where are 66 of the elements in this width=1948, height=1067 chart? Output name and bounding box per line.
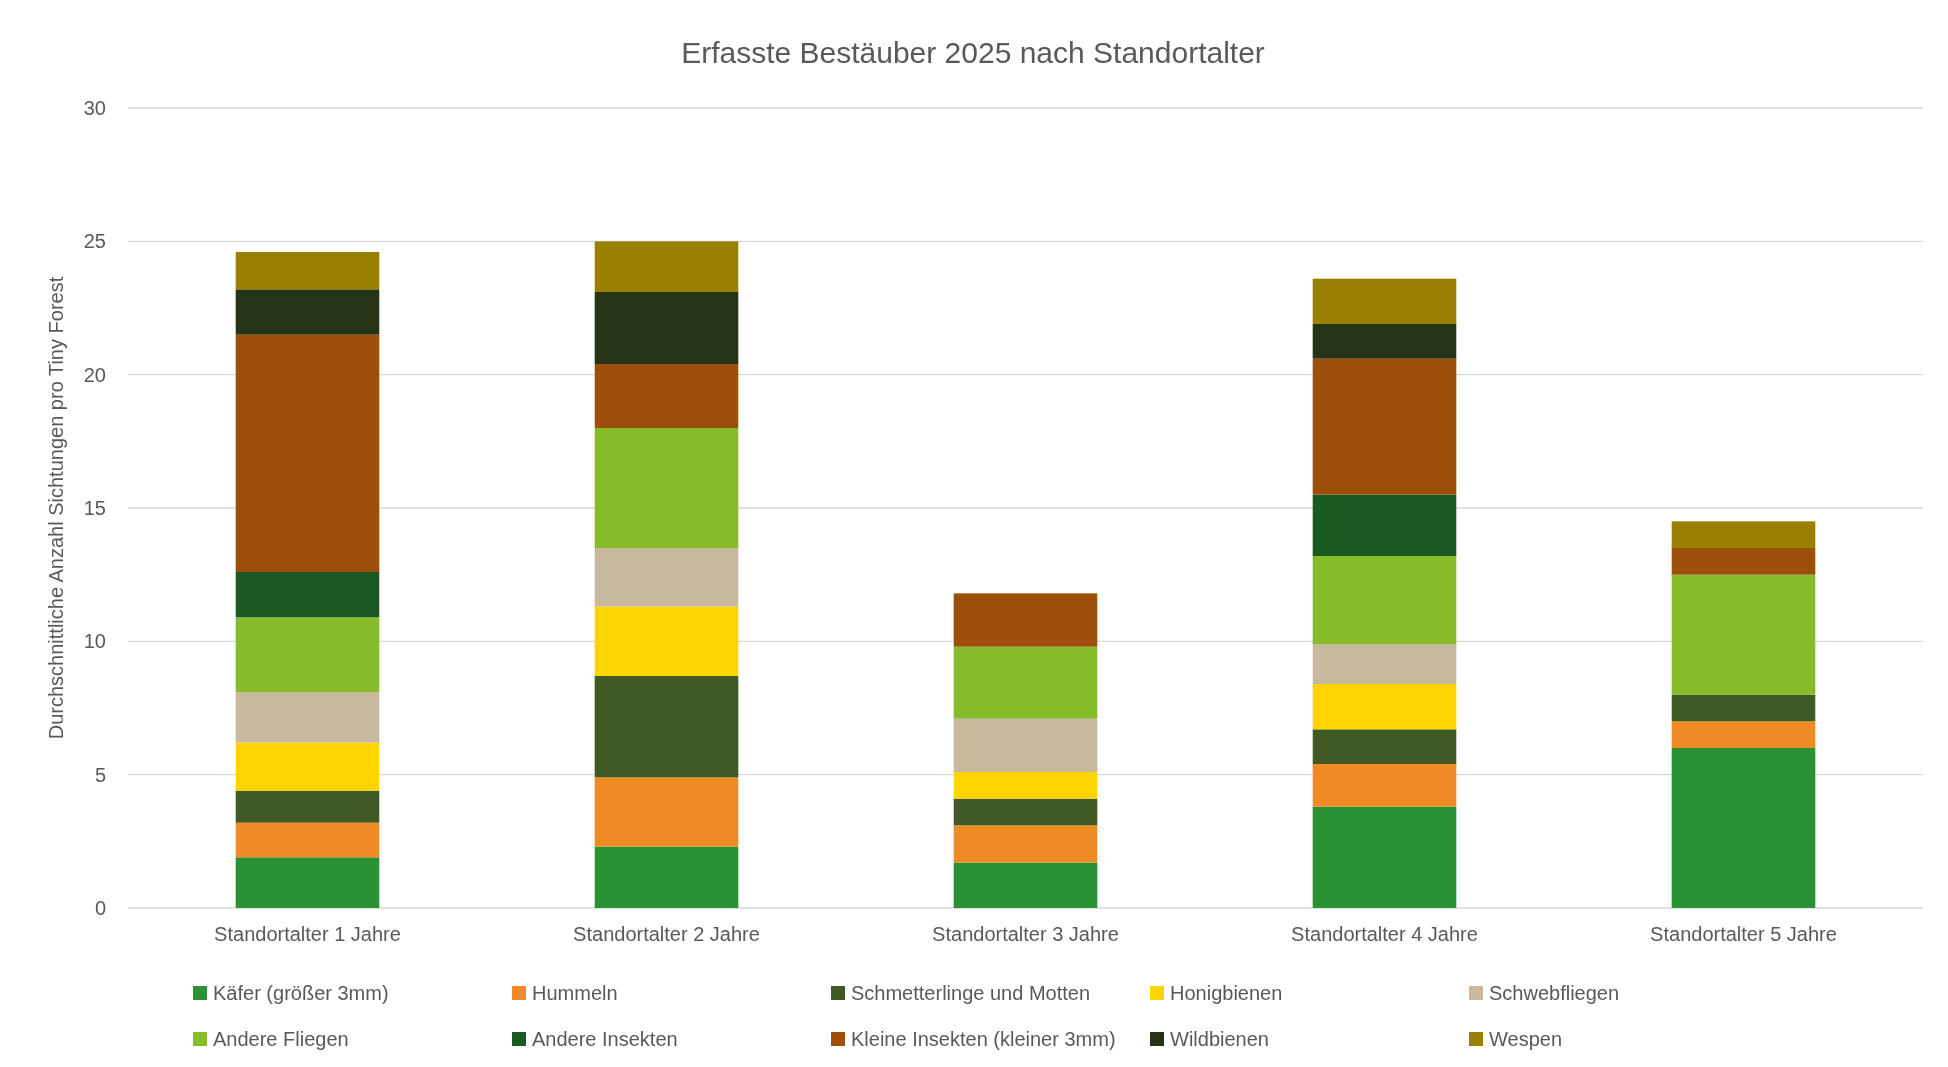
bar <box>594 846 739 908</box>
bar <box>235 790 380 823</box>
x-tick-label: Standortalter 2 Jahre <box>573 923 760 945</box>
y-tick-label: 25 <box>83 230 106 253</box>
y-tick-label: 20 <box>83 363 106 386</box>
bar <box>1312 556 1457 644</box>
legend-label: Hummeln <box>532 982 618 1004</box>
legend-label: Andere Insekten <box>532 1028 678 1050</box>
bar <box>953 862 1098 908</box>
bar <box>953 593 1098 647</box>
y-tick-label: 15 <box>83 497 106 519</box>
x-tick-label: Standortalter 4 Jahre <box>1291 923 1478 945</box>
bar <box>1312 729 1457 764</box>
bar <box>1312 806 1457 908</box>
bar <box>1671 521 1816 548</box>
chart-title: Erfasste Bestäuber 2025 nach Standortalter <box>681 36 1265 69</box>
legend-label: Andere Fliegen <box>213 1028 349 1050</box>
bar <box>594 548 739 607</box>
bar <box>1671 574 1816 695</box>
legend-label: Honigbienen <box>1170 982 1283 1004</box>
bar <box>235 334 380 572</box>
bar <box>594 364 739 428</box>
bar <box>1671 694 1816 722</box>
bar <box>594 241 739 292</box>
bar <box>594 606 739 676</box>
bar <box>1312 324 1457 359</box>
bar <box>1671 548 1816 575</box>
x-tick-label: Standortalter 5 Jahre <box>1650 923 1837 945</box>
bar <box>235 692 380 743</box>
x-tick-label: Standortalter 3 Jahre <box>932 923 1119 945</box>
legend-label: Kleine Insekten (kleiner 3mm) <box>851 1028 1116 1050</box>
bar <box>953 646 1098 719</box>
bar <box>235 572 380 618</box>
bar <box>594 676 739 778</box>
bar <box>1671 748 1816 908</box>
bar <box>594 292 739 364</box>
legend-label: Wespen <box>1489 1028 1563 1050</box>
bar <box>594 428 739 548</box>
bar <box>1312 644 1457 684</box>
bar <box>1312 494 1457 556</box>
y-tick-label: 10 <box>83 630 106 653</box>
legend-label: Käfer (größer 3mm) <box>213 982 389 1004</box>
y-tick-label: 30 <box>83 97 106 119</box>
bar <box>1312 684 1457 730</box>
bar <box>235 289 380 335</box>
legend-label: Wildbienen <box>1170 1028 1269 1050</box>
bar <box>235 252 380 290</box>
y-tick-label: 5 <box>94 763 106 786</box>
legend-label: Schwebfliegen <box>1489 982 1620 1004</box>
bar <box>1671 721 1816 748</box>
bar <box>1312 358 1457 495</box>
bar <box>235 617 380 692</box>
bar <box>235 857 380 908</box>
bar <box>953 798 1098 826</box>
bar <box>594 777 739 847</box>
bar <box>235 742 380 791</box>
bar <box>1312 764 1457 807</box>
bar <box>1312 278 1457 324</box>
x-tick-label: Standortalter 1 Jahre <box>214 923 401 945</box>
y-tick-label: 0 <box>94 897 106 919</box>
y-axis-title: Durchschnittliche Anzahl Sichtungen pro Tiny Forest <box>45 276 67 740</box>
legend-label: Schmetterlinge und Motten <box>851 982 1091 1004</box>
bar <box>953 718 1098 772</box>
bar <box>953 772 1098 799</box>
bar <box>235 822 380 858</box>
bar <box>953 825 1098 863</box>
